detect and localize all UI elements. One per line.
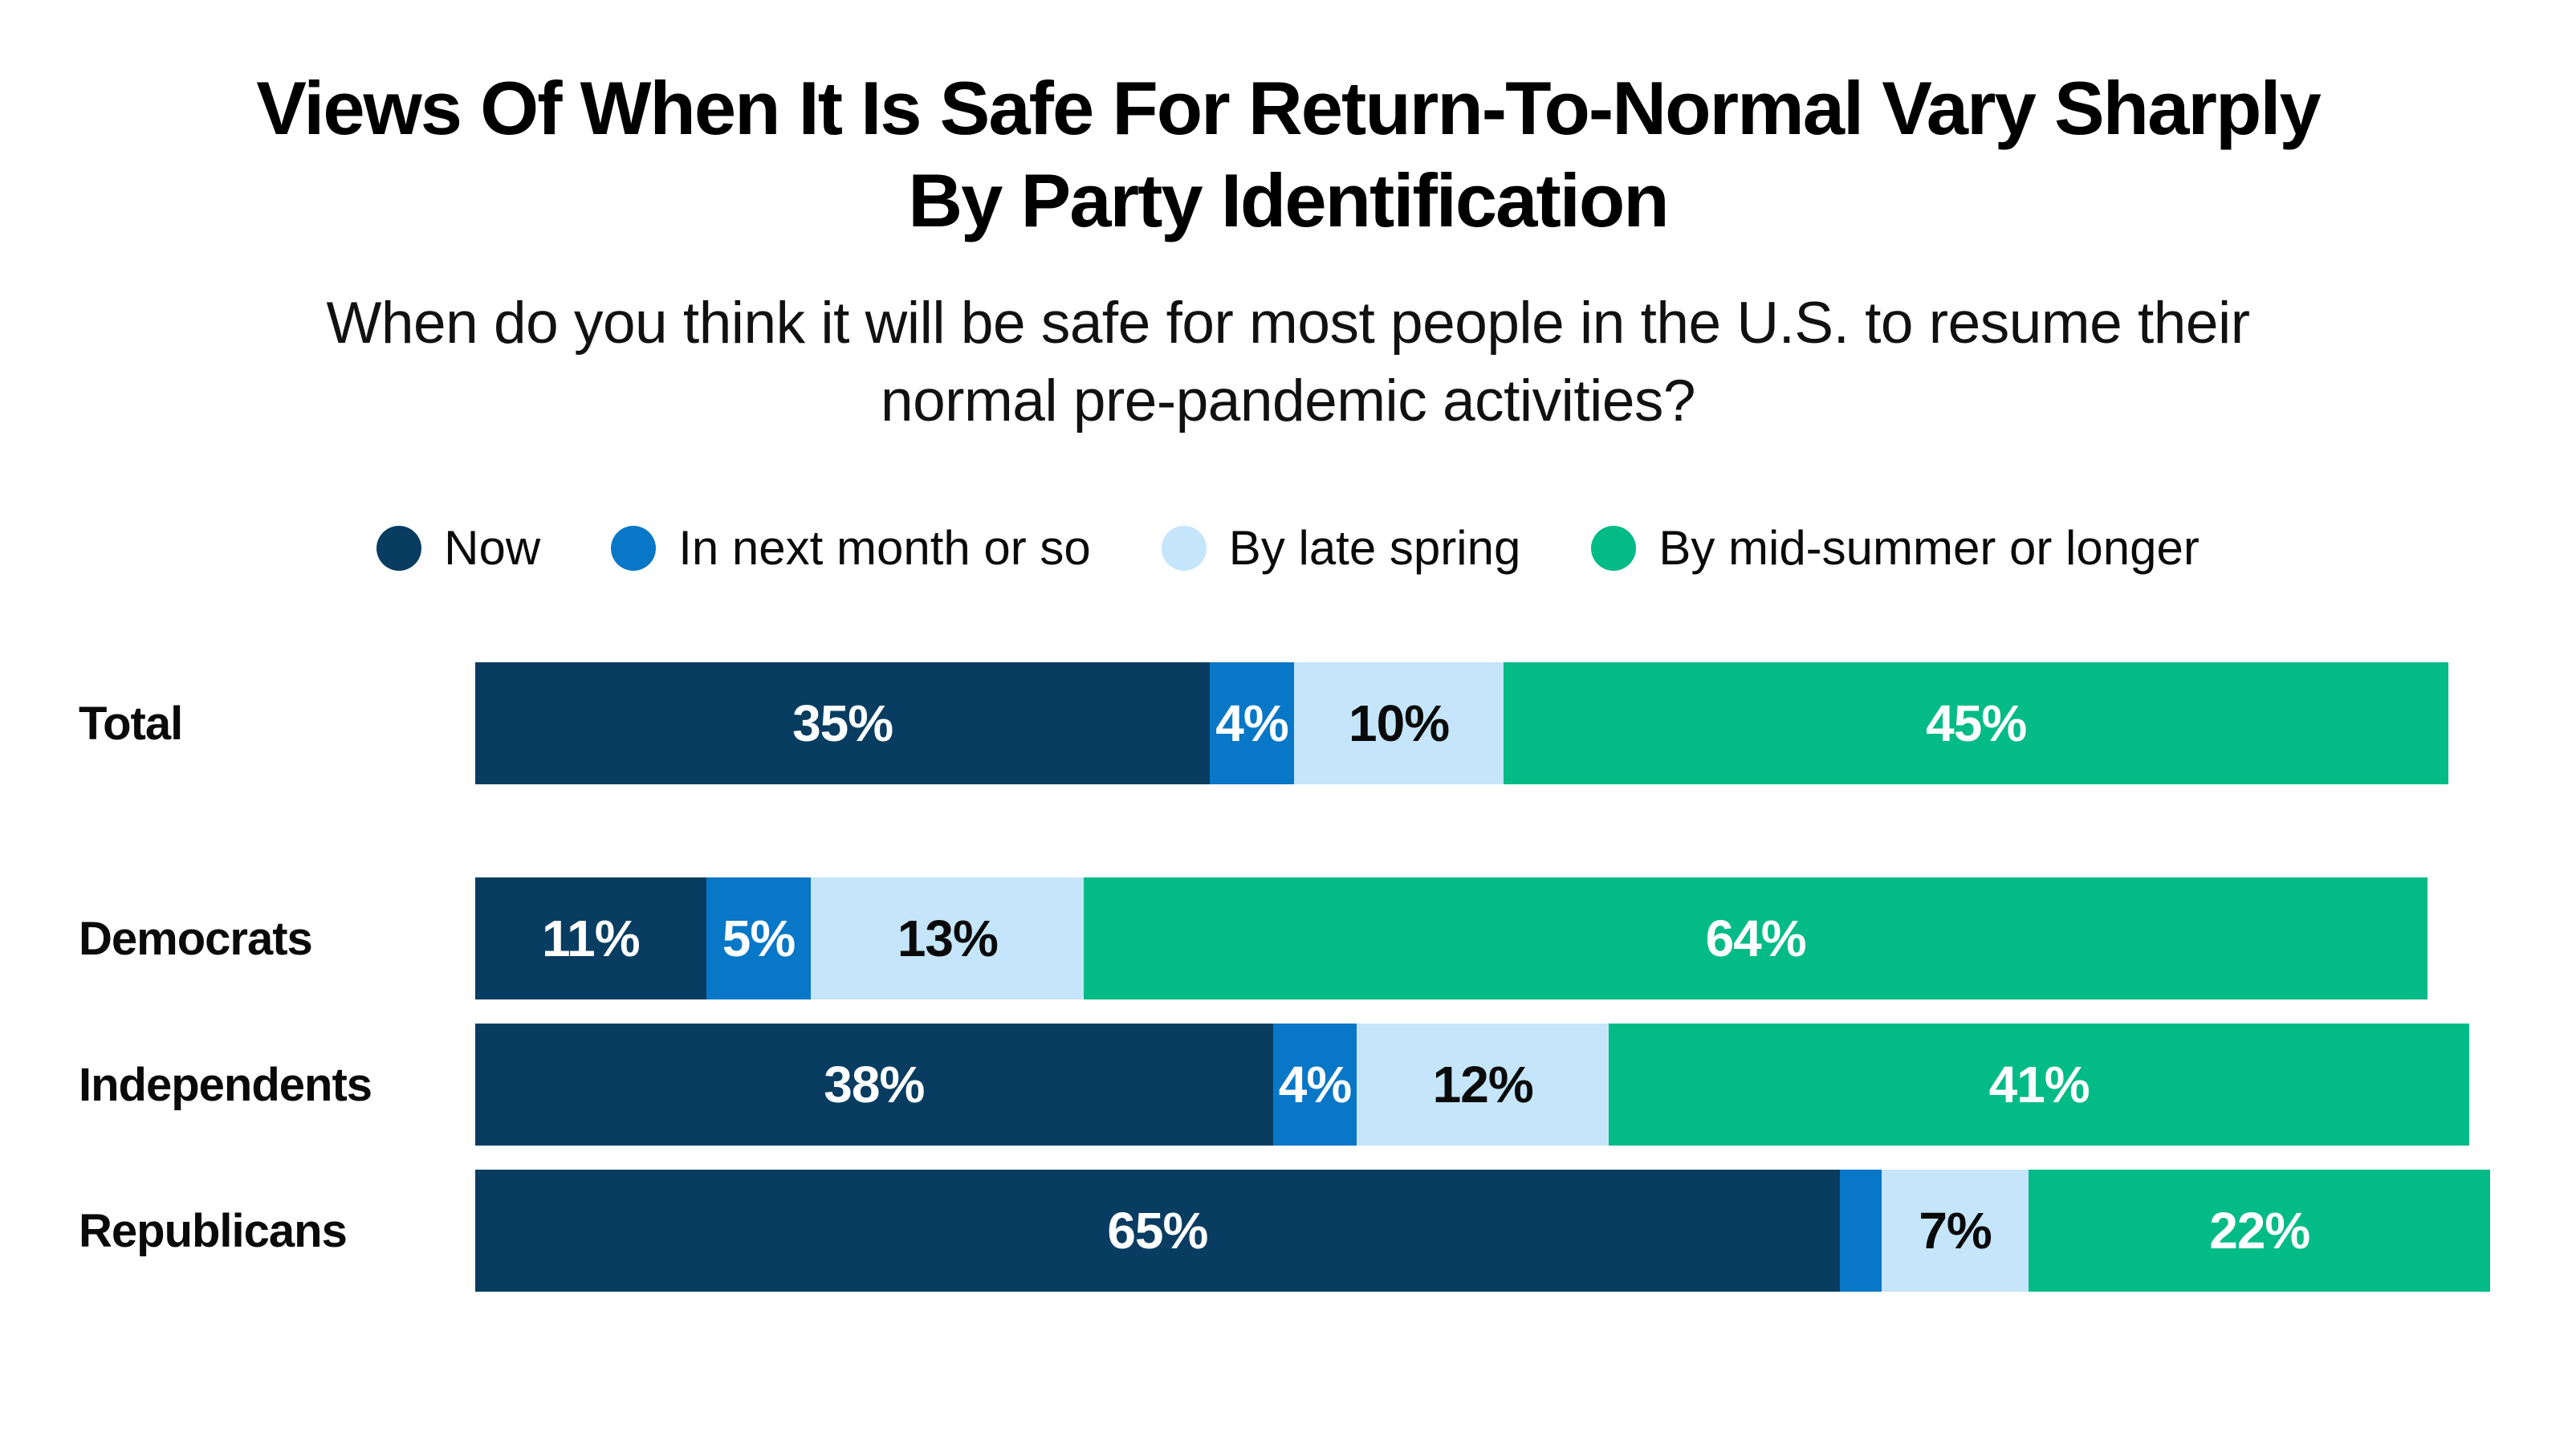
legend-label: In next month or so <box>678 521 1091 576</box>
stacked-bar: 11% 5% 13% 64% <box>475 877 2574 1000</box>
chart-title: Views Of When It Is Safe For Return-To-N… <box>0 0 2576 246</box>
legend-item-now: Now <box>376 520 540 576</box>
bar-segment-total-by-late-spring: 10% <box>1293 662 1504 785</box>
chart-subtitle: When do you think it will be safe for mo… <box>0 285 2576 440</box>
chart-subtitle-line2: normal pre-pandemic activities? <box>880 368 1696 434</box>
bar-segment-democrats-by-late-spring: 13% <box>811 877 1085 1000</box>
category-label: Total <box>79 697 183 750</box>
legend-item-in-next-month-or-so: In next month or so <box>611 520 1091 576</box>
stacked-bar: 38% 4% 12% 41% <box>475 1024 2574 1146</box>
chart: Total 35% 4% 10% 45% Democrats 11% 5% 13% 64% Inde… <box>0 662 2576 1292</box>
bar-segment-independents-in-next-month-or-so: 4% <box>1272 1024 1357 1146</box>
bar-segment-total-in-next-month-or-so: 4% <box>1210 662 1294 785</box>
bar-segment-republicans-by-late-spring: 7% <box>1882 1170 2029 1292</box>
chart-subtitle-line1: When do you think it will be safe for mo… <box>326 291 2250 356</box>
bar-segment-republicans-now: 65% <box>475 1170 1840 1292</box>
category-label: Republicans <box>79 1204 348 1257</box>
chart-row-republicans: Republicans 65% 7% 22% <box>0 1170 2576 1292</box>
legend-dot-icon <box>611 525 657 571</box>
bar-segment-independents-now: 38% <box>475 1024 1273 1146</box>
bar-segment-republicans-by-mid-summer-or-longer: 22% <box>2029 1170 2491 1292</box>
bar-segment-independents-by-late-spring: 12% <box>1357 1024 1609 1146</box>
stacked-bar: 65% 7% 22% <box>475 1170 2574 1292</box>
bar-segment-total-now: 35% <box>475 662 1211 785</box>
legend-item-by-mid-summer-or-longer: By mid-summer or longer <box>1591 520 2200 576</box>
legend-label: By late spring <box>1228 521 1521 576</box>
legend: Now In next month or so By late spring By m… <box>0 520 2576 576</box>
legend-dot-icon <box>376 525 422 571</box>
bar-segment-republicans-in-next-month-or-so <box>1839 1170 1882 1292</box>
chart-title-line2: By Party Identification <box>908 157 1669 242</box>
chart-title-line1: Views Of When It Is Safe For Return-To-N… <box>256 66 2322 150</box>
category-label: Independents <box>79 1058 372 1111</box>
chart-row-total: Total 35% 4% 10% 45% <box>0 662 2576 785</box>
category-label: Democrats <box>79 912 313 965</box>
legend-dot-icon <box>1161 525 1207 571</box>
legend-item-by-late-spring: By late spring <box>1161 520 1521 576</box>
chart-row-democrats: Democrats 11% 5% 13% 64% <box>0 877 2576 1000</box>
bar-segment-democrats-by-mid-summer-or-longer: 64% <box>1084 877 2427 1000</box>
bar-segment-independents-by-mid-summer-or-longer: 41% <box>1609 1024 2470 1146</box>
legend-label: By mid-summer or longer <box>1658 521 2200 576</box>
legend-dot-icon <box>1591 525 1637 571</box>
bar-segment-democrats-in-next-month-or-so: 5% <box>706 877 812 1000</box>
bar-segment-democrats-now: 11% <box>475 877 706 1000</box>
bar-segment-total-by-mid-summer-or-longer: 45% <box>1504 662 2449 785</box>
chart-row-independents: Independents 38% 4% 12% 41% <box>0 1024 2576 1146</box>
legend-label: Now <box>444 521 541 576</box>
stacked-bar: 35% 4% 10% 45% <box>475 662 2574 785</box>
